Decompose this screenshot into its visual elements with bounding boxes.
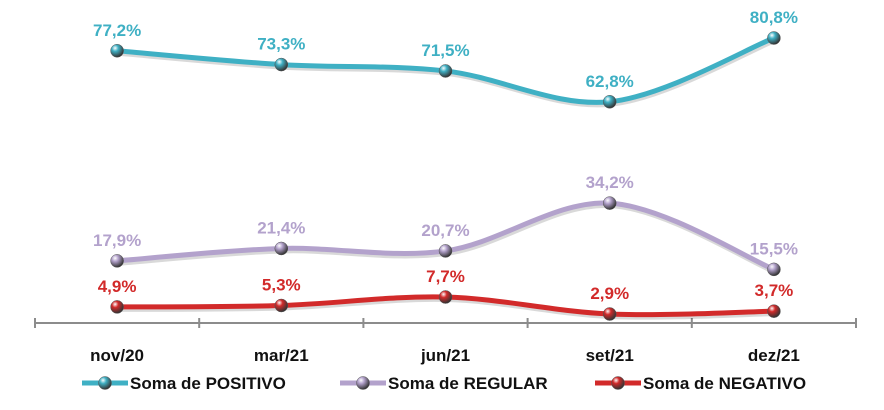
series-lines [110,31,781,321]
data-label: 73,3% [257,35,305,54]
data-point [767,31,781,45]
data-labels: 77,2% 73,3% 71,5% 62,8% 80,8% 17,9% 21,4% 20,7%… [93,8,798,303]
data-label: 71,5% [421,41,469,60]
data-label: 80,8% [750,8,798,27]
legend: Soma de POSITIVO Soma de REGULAR Soma de N… [82,374,806,393]
data-point [110,300,124,314]
data-point [438,290,453,304]
data-point [767,304,781,318]
data-label: 77,2% [93,21,141,40]
x-tick-label: set/21 [586,346,634,365]
data-label: 3,7% [755,281,794,300]
data-label: 17,9% [93,231,141,250]
data-label: 7,7% [426,267,465,286]
legend-label: Soma de POSITIVO [130,374,286,393]
x-tick-label: dez/21 [748,346,800,365]
x-tick-label: mar/21 [254,346,309,365]
x-tick-label: jun/21 [420,346,470,365]
data-point [767,262,781,277]
data-point [602,196,617,210]
data-label: 20,7% [421,221,469,240]
data-point [274,57,289,72]
data-point [110,254,124,268]
data-point [438,64,453,78]
x-axis: nov/20 mar/21 jun/21 set/21 dez/21 [34,318,857,365]
data-label: 34,2% [586,173,634,192]
data-point [274,298,289,313]
data-point [438,244,453,258]
data-point [274,241,289,256]
legend-swatch-marker [611,376,625,390]
x-tick-label: nov/20 [90,346,144,365]
data-point [110,44,124,58]
data-label: 62,8% [586,72,634,91]
legend-swatch-marker [98,376,112,390]
data-label: 21,4% [257,218,305,237]
data-point [602,307,617,321]
data-label: 4,9% [98,277,137,296]
legend-label: Soma de REGULAR [388,374,548,393]
data-label: 15,5% [750,239,798,258]
legend-label: Soma de NEGATIVO [643,374,806,393]
data-label: 2,9% [590,284,629,303]
data-point [602,95,617,109]
legend-swatch-marker [356,376,370,390]
data-label: 5,3% [262,275,301,294]
